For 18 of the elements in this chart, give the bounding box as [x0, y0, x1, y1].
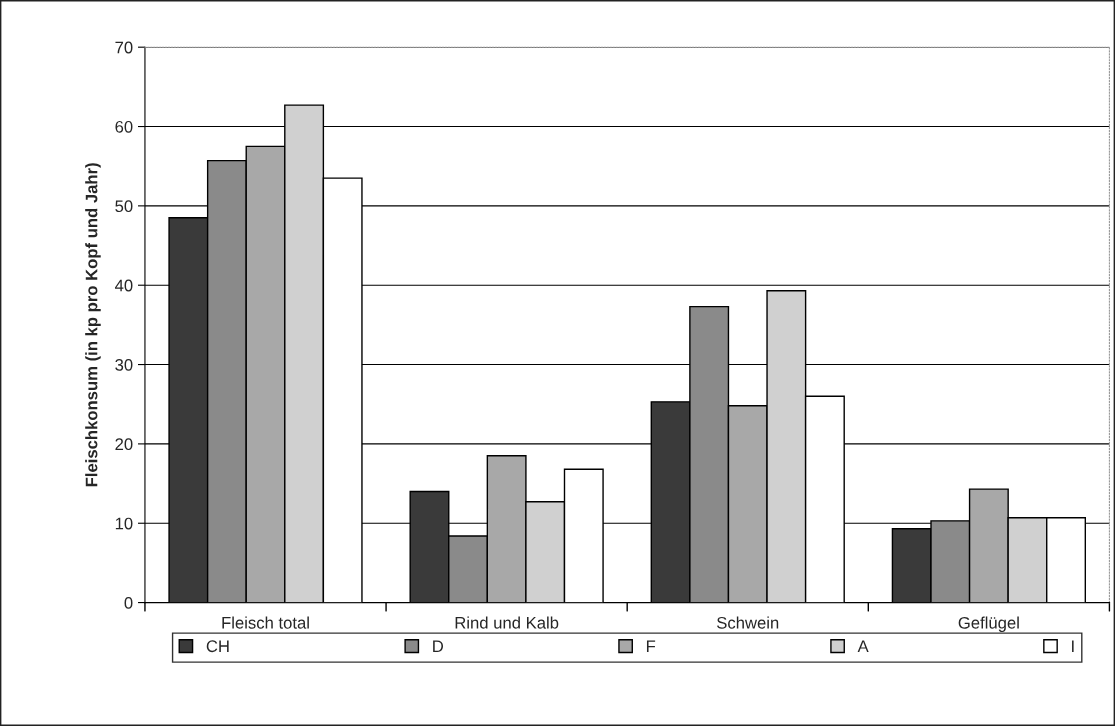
y-tick-label: 10: [115, 517, 133, 530]
legend-label: D: [433, 640, 444, 652]
legend-label: A: [857, 640, 869, 652]
y-tick-label: 70: [115, 41, 133, 54]
x-tick-label: Schwein: [717, 616, 779, 629]
y-tick-label: 60: [115, 120, 133, 133]
y-tick-label: 0: [124, 596, 133, 609]
legend-label: F: [646, 640, 656, 652]
y-axis-title: Fleischkonsum (in kp pro Kopf und Jahr): [85, 163, 101, 487]
x-tick-label: Rind und Kalb: [455, 616, 559, 629]
legend-label: CH: [206, 640, 229, 653]
y-tick-label: 40: [114, 279, 133, 292]
y-tick-label: 30: [115, 358, 133, 371]
y-tick-label: 20: [115, 438, 133, 451]
legend-label: I: [1072, 640, 1074, 652]
y-tick-label: 50: [115, 200, 133, 213]
x-tick-label: Geflügel: [958, 616, 1019, 633]
x-tick-label: Fleisch total: [222, 616, 309, 629]
